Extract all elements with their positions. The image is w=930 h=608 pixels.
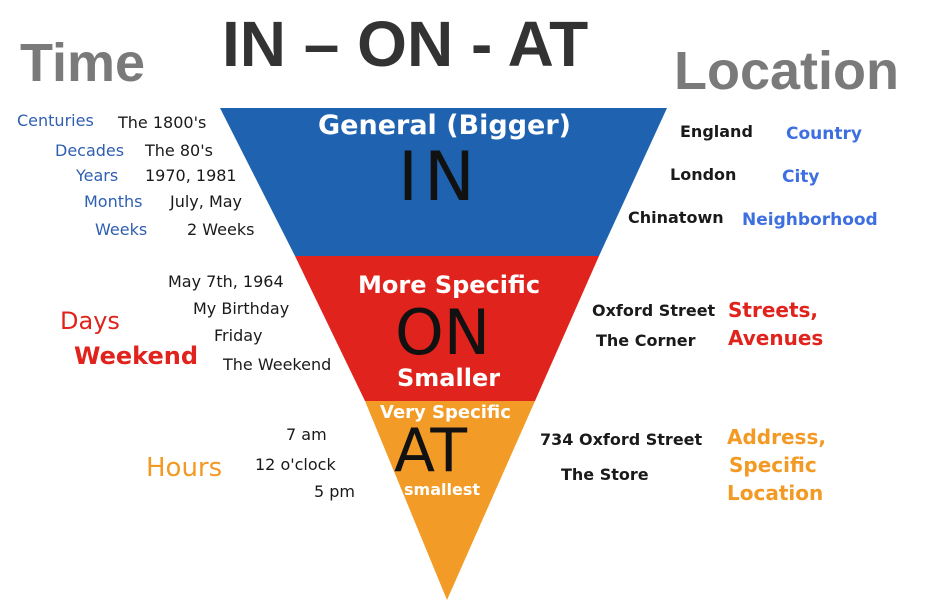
at-segment [365,401,535,600]
place-chinatown: Chinatown [628,208,724,227]
time-example-80s: The 80's [145,141,213,160]
at-bottom-label: smallest [404,480,480,499]
time-example-months: July, May [170,192,243,211]
in-segment [220,108,667,256]
place-type-address: Address, [727,425,826,449]
location-header: Location [674,41,899,101]
place-type-neighborhood: Neighborhood [742,210,878,230]
place-type-location: Location [727,481,824,505]
place-type-specific: Specific [729,453,817,477]
place-london: London [670,165,737,184]
page-title: IN – ON - AT [222,8,589,80]
place-734-oxford-street: 734 Oxford Street [540,430,703,449]
time-example-12-oclock: 12 o'clock [255,455,336,474]
time-example-weeks: 2 Weeks [187,220,255,239]
time-unit-weeks: Weeks [95,220,148,239]
time-header: Time [20,33,146,93]
in-top-label: General (Bigger) [318,110,571,141]
place-england: England [680,122,753,141]
place-the-store: The Store [561,465,649,484]
on-top-label: More Specific [358,271,541,299]
on-bottom-label: Smaller [397,364,501,392]
on-segment [295,256,599,401]
time-unit-decades: Decades [55,141,125,160]
time-unit-months: Months [84,192,143,211]
place-type-streets: Streets, [728,298,819,322]
place-type-avenues: Avenues [728,326,824,350]
place-the-corner: The Corner [596,331,696,350]
time-example-the-weekend: The Weekend [223,355,332,374]
time-example-years: 1970, 1981 [145,166,237,185]
time-unit-days: Days [60,307,120,335]
at-word: AT [394,416,468,486]
time-example-birthday: My Birthday [193,299,290,318]
time-unit-centuries: Centuries [17,111,94,130]
time-example-7am: 7 am [286,425,327,444]
time-example-may-7: May 7th, 1964 [168,272,284,291]
time-example-5pm: 5 pm [314,482,356,501]
place-oxford-street: Oxford Street [592,301,716,320]
place-type-city: City [782,167,820,187]
in-word: IN [398,138,481,217]
time-example-1800s: The 1800's [118,113,207,132]
at-top-label: Very Specific [380,402,511,423]
time-unit-weekend: Weekend [74,342,199,370]
time-unit-years: Years [76,166,119,185]
on-word: ON [395,296,491,369]
place-type-country: Country [786,124,862,144]
time-unit-hours: Hours [146,453,223,483]
time-example-friday: Friday [214,326,263,345]
